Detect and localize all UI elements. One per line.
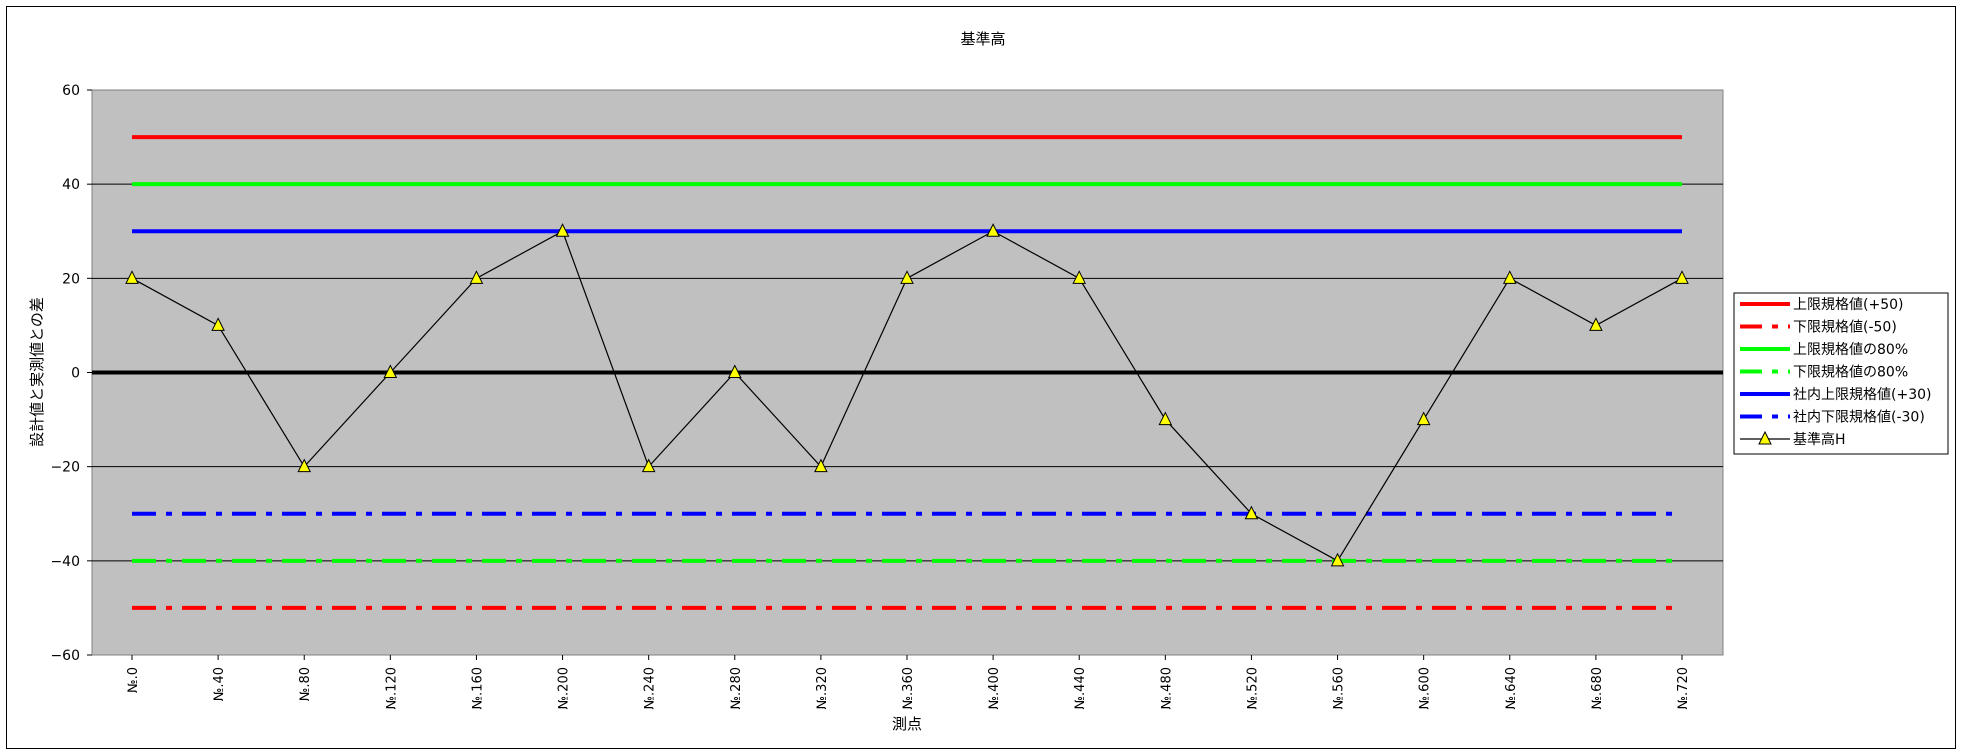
x-tick-label: №.480 [1159,667,1174,709]
data-point [125,270,139,284]
data-point [641,458,656,473]
data-point [814,458,828,473]
data-point [555,223,570,237]
y-tick-label: 20 [62,271,80,287]
x-tick-label: №.560 [1332,667,1347,709]
data-point [1416,411,1431,426]
x-tick-label: №.40 [212,667,227,701]
data-point [1072,270,1087,284]
data-point [1244,505,1259,520]
y-tick-label: −60 [50,648,80,664]
legend-label: 上限規格値(+50) [1793,297,1903,313]
x-tick-label: №.640 [1504,667,1519,709]
data-point [1330,552,1345,567]
data-point [211,317,225,331]
y-tick-label: −40 [50,554,80,570]
x-axis-ticks: №.0 №.40 №.80 №.120 №.160 №.200 №.240 №.280 №.32… [126,655,1691,709]
data-point [1158,411,1173,426]
x-tick-label: №.680 [1590,667,1605,709]
data-point [986,223,1000,237]
legend-label: 下限規格値(-50) [1793,320,1897,336]
data-point [469,270,484,284]
legend-label: 社内上限規格値(+30) [1793,387,1931,403]
x-tick-label: №.0 [126,667,141,693]
x-tick-label: №.80 [298,667,313,701]
y-axis-ticks: 60 40 20 0 −20 −40 −60 [50,83,92,664]
data-point [727,364,742,378]
x-tick-label: №.520 [1245,667,1260,709]
x-tick-label: №.200 [557,667,572,709]
data-point [1589,317,1603,331]
x-tick-label: №.320 [815,667,830,709]
x-tick-label: №.720 [1676,667,1691,709]
data-series [125,223,1689,567]
data-point [297,458,312,473]
legend-box [1733,292,1949,455]
x-axis-label: 測点 [892,715,922,733]
data-point [1675,270,1689,284]
y-tick-label: −20 [50,460,80,476]
legend-label: 下限規格値の80% [1793,365,1908,381]
x-tick-label: №.160 [470,667,485,709]
y-tick-label: 40 [62,177,80,193]
y-tick-label: 0 [71,366,80,382]
legend-label: 社内下限規格値(-30) [1793,410,1925,426]
x-tick-label: №.240 [643,667,658,709]
data-point [1502,270,1517,284]
legend: 上限規格値(+50) 下限規格値(-50) 上限規格値の80% 下限規格値の80% 社内… [1733,292,1949,455]
y-tick-label: 60 [62,83,80,99]
reference-lines [132,135,1682,610]
x-tick-label: №.280 [729,667,744,709]
y-axis-label: 設計値と実測値との差 [28,297,46,447]
data-point [383,364,398,378]
legend-label: 基準高H [1793,431,1846,448]
legend-label: 上限規格値の80% [1793,342,1908,358]
x-tick-label: №.360 [901,667,916,709]
data-point [900,270,914,284]
x-tick-label: №.440 [1073,667,1088,709]
x-tick-label: №.600 [1418,667,1433,709]
x-tick-label: №.400 [987,667,1002,709]
chart-title: 基準高 [960,30,1005,48]
legend-marker [1758,430,1772,445]
x-tick-label: №.120 [384,667,399,709]
